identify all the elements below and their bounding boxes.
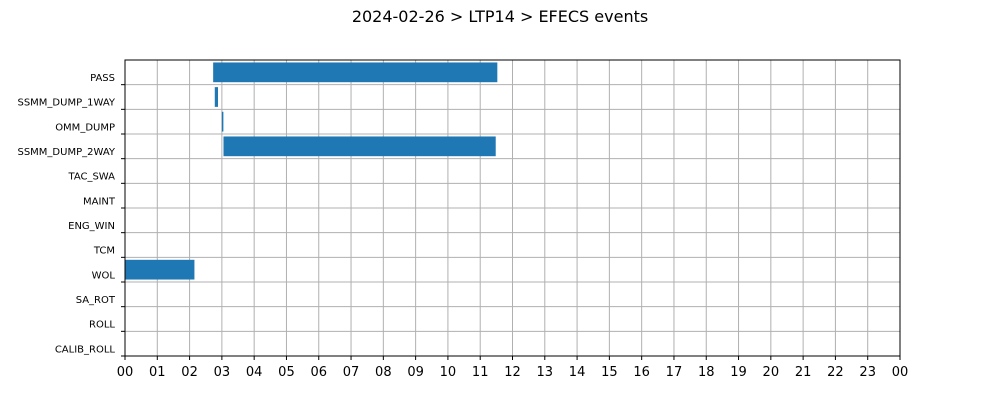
x-tick-label: 01 bbox=[149, 365, 166, 380]
x-tick-label: 12 bbox=[504, 365, 521, 380]
x-tick-label: 00 bbox=[117, 365, 134, 380]
x-tick-label: 13 bbox=[537, 365, 554, 380]
y-tick-label: TCM bbox=[93, 246, 115, 257]
x-tick-label: 17 bbox=[666, 365, 683, 380]
x-tick-label: 14 bbox=[569, 365, 586, 380]
x-tick-label: 19 bbox=[730, 365, 747, 380]
event-bar-pass bbox=[213, 62, 498, 83]
x-tick-label: 22 bbox=[827, 365, 844, 380]
y-tick-label: PASS bbox=[90, 73, 115, 84]
x-tick-label: 21 bbox=[795, 365, 812, 380]
y-tick-label: SSMM_DUMP_2WAY bbox=[17, 147, 115, 158]
y-axis-labels: PASS SSMM_DUMP_1WAY OMM_DUMP SSMM_DUMP_2WAY… bbox=[17, 73, 115, 355]
y-tick-label: MAINT bbox=[83, 196, 116, 207]
x-tick-label: 00 bbox=[892, 365, 909, 380]
x-tick-label: 07 bbox=[343, 365, 360, 380]
x-tick-label: 08 bbox=[375, 365, 392, 380]
x-tick-label: 10 bbox=[440, 365, 457, 380]
x-tick-label: 23 bbox=[859, 365, 876, 380]
y-tick-label: TAC_SWA bbox=[67, 172, 115, 183]
y-tick-label: WOL bbox=[92, 270, 116, 281]
ticks-layer bbox=[121, 84, 901, 360]
y-tick-label: ENG_WIN bbox=[68, 221, 115, 232]
x-axis-labels: 00 01 02 03 04 05 06 07 08 09 10 11 12 13 14 15 16 17 18 19… bbox=[117, 365, 909, 380]
x-tick-label: 04 bbox=[246, 365, 263, 380]
x-tick-label: 09 bbox=[407, 365, 424, 380]
bars-layer bbox=[125, 62, 498, 280]
x-tick-label: 02 bbox=[181, 365, 198, 380]
x-tick-label: 06 bbox=[310, 365, 327, 380]
x-tick-label: 18 bbox=[698, 365, 715, 380]
y-tick-label: ROLL bbox=[89, 320, 115, 331]
event-bar-ssmm-dump-2way bbox=[223, 136, 496, 157]
x-tick-label: 05 bbox=[278, 365, 295, 380]
y-tick-label: CALIB_ROLL bbox=[55, 344, 116, 355]
x-tick-label: 11 bbox=[472, 365, 489, 380]
x-tick-label: 16 bbox=[633, 365, 650, 380]
event-bar-wol bbox=[125, 259, 195, 280]
x-tick-label: 20 bbox=[763, 365, 780, 380]
y-tick-label: OMM_DUMP bbox=[55, 122, 115, 133]
chart-title: 2024-02-26 > LTP14 > EFECS events bbox=[352, 7, 648, 26]
x-tick-label: 03 bbox=[214, 365, 231, 380]
grid-layer bbox=[125, 60, 900, 356]
event-bar-omm-dump bbox=[221, 111, 224, 132]
y-tick-label: SSMM_DUMP_1WAY bbox=[17, 98, 115, 109]
event-bar-ssmm-dump-1way bbox=[214, 87, 218, 107]
x-tick-label: 15 bbox=[601, 365, 618, 380]
y-tick-label: SA_ROT bbox=[76, 295, 116, 306]
